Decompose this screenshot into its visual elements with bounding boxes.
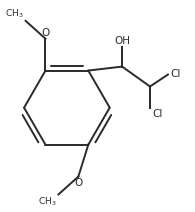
Text: Cl: Cl (152, 109, 162, 119)
Text: O: O (74, 178, 82, 188)
Text: O: O (41, 28, 50, 38)
Text: OH: OH (114, 36, 130, 46)
Text: CH$_3$: CH$_3$ (5, 7, 24, 20)
Text: CH$_3$: CH$_3$ (38, 195, 56, 208)
Text: Cl: Cl (170, 69, 180, 79)
